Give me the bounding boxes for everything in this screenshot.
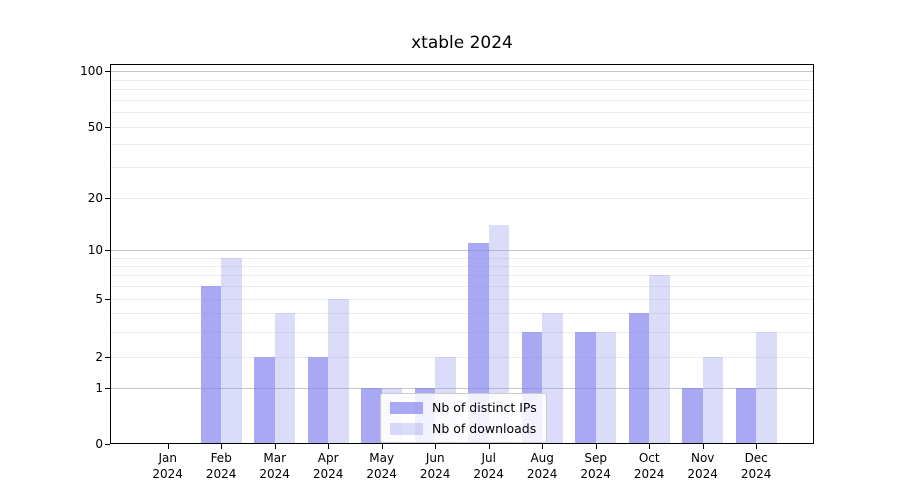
legend: Nb of distinct IPs Nb of downloads <box>380 393 547 443</box>
minor-gridline-60 <box>110 112 814 114</box>
x-axis-tick-10 <box>702 444 704 449</box>
y-tick-label-5: 5 <box>95 292 103 307</box>
x-tick-label-3: Apr 2024 <box>312 451 344 481</box>
minor-gridline-7 <box>110 275 814 277</box>
x-tick-label-7: Aug 2024 <box>526 451 558 481</box>
y-axis-tick-5 <box>105 299 110 301</box>
x-tick-label-2: Mar 2024 <box>259 451 290 481</box>
bar-nb-of-downloads-3 <box>328 299 349 444</box>
minor-gridline-80 <box>110 89 814 90</box>
minor-gridline-9 <box>110 257 814 259</box>
y-tick-label-100: 100 <box>80 64 103 78</box>
x-axis-tick-11 <box>756 444 758 449</box>
legend-item: Nb of downloads <box>390 420 537 437</box>
major-gridline-10 <box>110 250 814 251</box>
major-gridline-100 <box>110 71 814 72</box>
minor-gridline-2 <box>110 357 814 359</box>
y-tick-label-10: 10 <box>87 243 103 257</box>
x-axis-tick-2 <box>274 444 276 449</box>
bar-nb-of-distinct-ips-4 <box>361 388 382 444</box>
x-axis-tick-4 <box>381 444 383 449</box>
x-tick-label-11: Dec 2024 <box>740 451 772 481</box>
x-tick-label-9: Oct 2024 <box>633 451 665 481</box>
bar-nb-of-downloads-8 <box>595 331 617 444</box>
bar-nb-of-distinct-ips-3 <box>307 357 329 444</box>
bar-nb-of-downloads-2 <box>274 313 296 444</box>
minor-gridline-6 <box>110 286 814 288</box>
minor-gridline-50 <box>110 127 814 128</box>
y-axis-tick-2 <box>105 357 110 359</box>
x-axis-tick-1 <box>221 444 223 449</box>
minor-gridline-90 <box>110 79 814 81</box>
minor-gridline-20 <box>110 198 814 199</box>
bar-nb-of-distinct-ips-9 <box>628 313 650 444</box>
y-axis-tick-1 <box>105 388 110 389</box>
y-axis-tick-20 <box>105 198 110 199</box>
bar-nb-of-downloads-11 <box>756 331 777 444</box>
y-tick-label-50: 50 <box>87 120 103 134</box>
bar-nb-of-downloads-1 <box>221 257 242 444</box>
y-tick-label-1: 1 <box>95 381 103 395</box>
x-tick-label-1: Feb 2024 <box>205 451 237 481</box>
legend-item: Nb of distinct IPs <box>390 399 537 416</box>
bar-nb-of-distinct-ips-1 <box>200 286 222 444</box>
minor-gridline-40 <box>110 144 814 146</box>
x-axis-tick-9 <box>649 444 651 449</box>
x-axis-tick-7 <box>542 444 544 449</box>
minor-gridline-8 <box>110 265 814 267</box>
x-axis-tick-0 <box>167 444 169 449</box>
minor-gridline-30 <box>110 166 814 168</box>
y-axis-tick-0 <box>105 444 110 445</box>
y-tick-label-0: 0 <box>95 437 103 451</box>
y-axis-tick-100 <box>105 71 110 72</box>
legend-label: Nb of downloads <box>432 421 537 436</box>
x-tick-label-10: Nov 2024 <box>687 451 718 481</box>
bar-nb-of-downloads-6 <box>488 224 510 444</box>
chart-title: xtable 2024 <box>411 33 513 53</box>
minor-gridline-70 <box>110 99 814 101</box>
x-axis-tick-8 <box>595 444 597 449</box>
bar-nb-of-downloads-7 <box>542 313 563 444</box>
major-gridline-1 <box>110 388 814 389</box>
bar-nb-of-downloads-9 <box>649 275 670 444</box>
x-axis-tick-6 <box>488 444 490 449</box>
bar-nb-of-distinct-ips-2 <box>254 357 275 444</box>
legend-label: Nb of distinct IPs <box>432 400 537 415</box>
bar-nb-of-distinct-ips-8 <box>575 331 596 444</box>
bar-nb-of-distinct-ips-11 <box>735 388 757 444</box>
legend-swatch-distinct-ips <box>390 401 423 414</box>
legend-swatch-downloads <box>390 422 423 435</box>
y-tick-label-20: 20 <box>87 191 103 205</box>
y-axis-tick-10 <box>105 250 110 251</box>
x-tick-label-8: Sep 2024 <box>580 451 611 481</box>
y-axis-tick-50 <box>105 127 110 128</box>
minor-gridline-5 <box>110 299 814 301</box>
minor-gridline-3 <box>110 331 814 333</box>
bar-nb-of-distinct-ips-10 <box>682 388 703 444</box>
y-tick-label-2: 2 <box>95 350 103 365</box>
x-axis-tick-5 <box>435 444 437 449</box>
x-axis-tick-3 <box>328 444 330 449</box>
minor-gridline-4 <box>110 313 814 315</box>
x-tick-label-5: Jun 2024 <box>419 451 451 481</box>
x-tick-label-0: Jan 2024 <box>152 451 183 481</box>
x-tick-label-4: May 2024 <box>366 451 397 481</box>
x-tick-label-6: Jul 2024 <box>473 451 504 481</box>
bar-nb-of-downloads-10 <box>702 357 724 444</box>
